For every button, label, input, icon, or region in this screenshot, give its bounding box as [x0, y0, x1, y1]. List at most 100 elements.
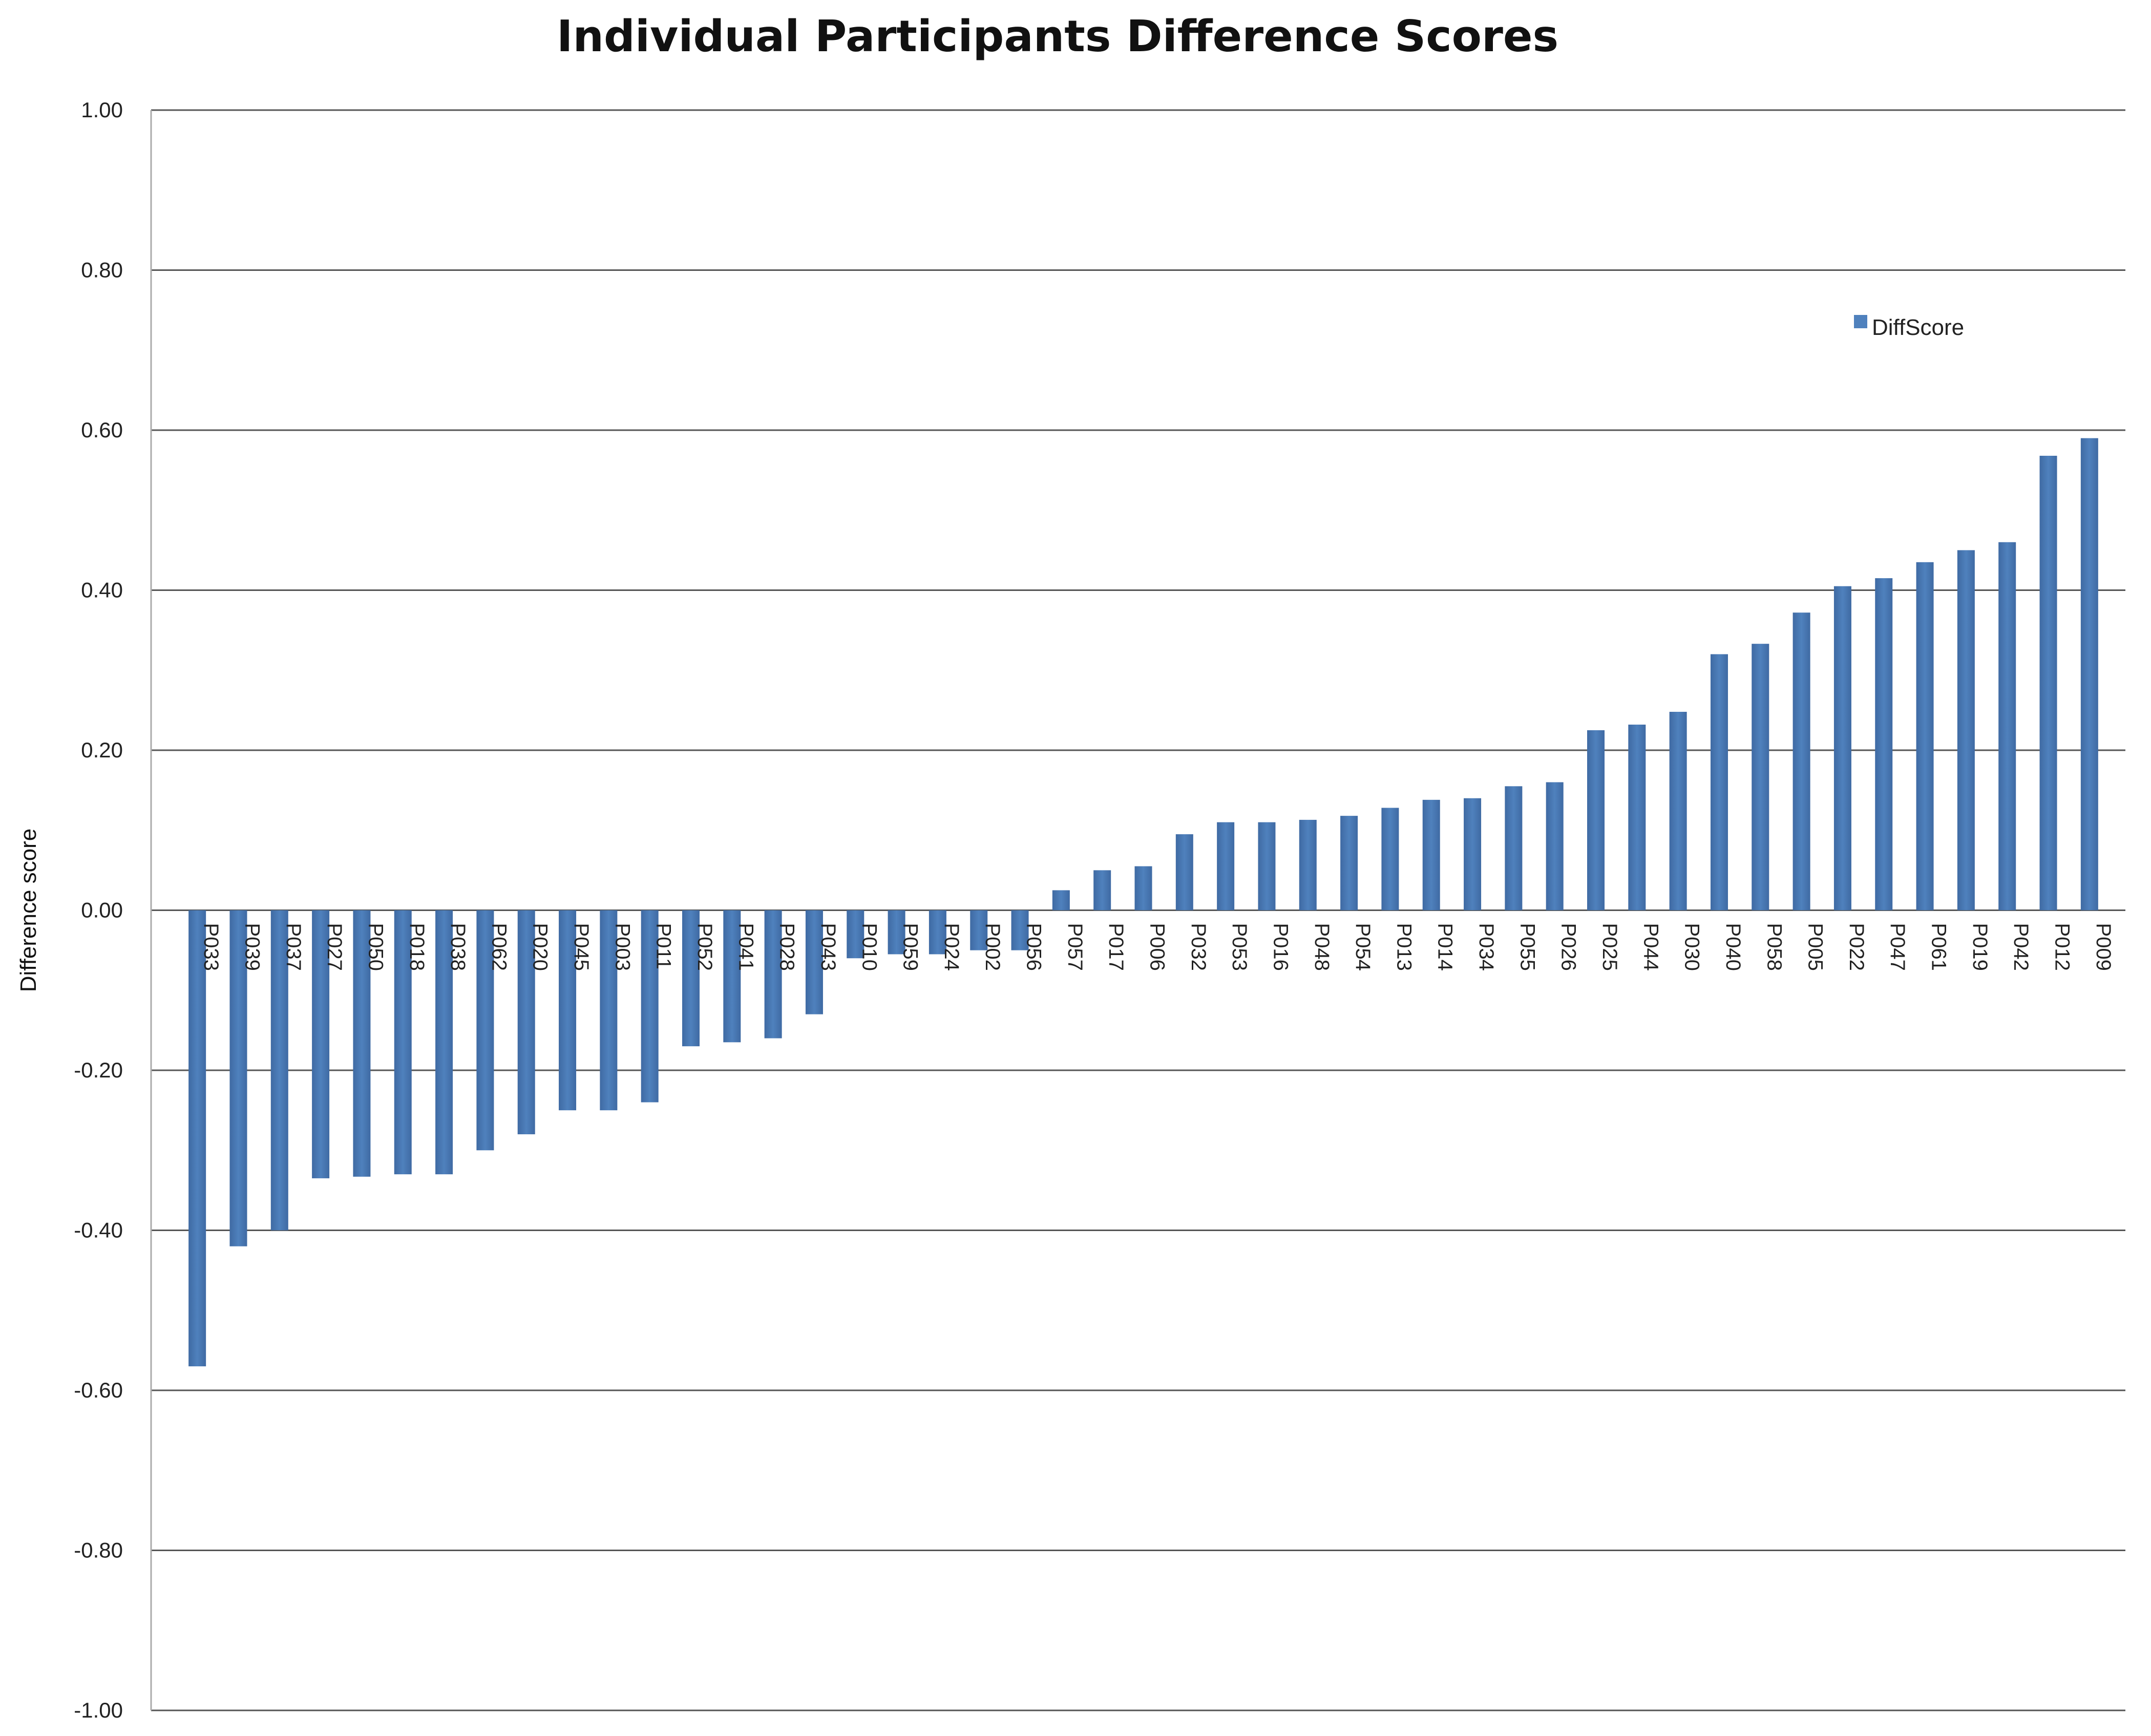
bar-p033 — [188, 910, 206, 1367]
bar-p024 — [929, 910, 946, 955]
bar-p034 — [1464, 798, 1482, 911]
x-tick-label: P012 — [2051, 923, 2074, 971]
bar-p045 — [559, 910, 577, 1111]
bar-p030 — [1669, 712, 1687, 911]
bar-p043 — [805, 910, 823, 1014]
x-tick-label: P039 — [241, 923, 263, 971]
y-tick-label: 0.40 — [81, 578, 123, 602]
bar-p016 — [1258, 822, 1276, 911]
bar-p009 — [2080, 438, 2098, 911]
x-tick-label: P005 — [1804, 923, 1827, 971]
x-tick-label: P016 — [1269, 923, 1292, 971]
x-tick-label: P043 — [817, 923, 839, 971]
y-axis-label: Difference score — [16, 829, 41, 992]
x-tick-label: P002 — [981, 923, 1004, 971]
x-tick-label: P055 — [1516, 923, 1538, 971]
legend-swatch — [1854, 315, 1867, 328]
x-tick-label: P047 — [1886, 923, 1909, 971]
bar-p014 — [1422, 799, 1440, 911]
x-tick-label: P033 — [200, 923, 222, 971]
x-tick-label: P045 — [570, 923, 593, 971]
bar-p048 — [1299, 819, 1317, 911]
bar-p011 — [641, 910, 659, 1103]
bar-p032 — [1175, 834, 1193, 911]
x-tick-label: P003 — [611, 923, 634, 971]
bar-p026 — [1546, 782, 1564, 911]
bar-p041 — [723, 910, 741, 1043]
x-tick-label: P009 — [2092, 923, 2115, 971]
x-tick-label: P041 — [734, 923, 757, 971]
bar-p010 — [847, 910, 864, 959]
x-tick-label: P042 — [2010, 923, 2032, 971]
x-tick-label: P006 — [1146, 923, 1169, 971]
bar-p047 — [1875, 578, 1893, 911]
bar-p027 — [312, 910, 330, 1178]
x-tick-label: P025 — [1598, 923, 1621, 971]
x-tick-label: P018 — [406, 923, 428, 971]
x-tick-label: P053 — [1228, 923, 1251, 971]
x-tick-label: P014 — [1434, 923, 1457, 971]
x-tick-label: P037 — [282, 923, 305, 971]
x-tick-label: P058 — [1763, 923, 1785, 971]
x-tick-label: P040 — [1722, 923, 1744, 971]
x-tick-label: P034 — [1475, 923, 1498, 971]
bar-p050 — [353, 910, 371, 1177]
y-tick-label: -0.40 — [74, 1218, 123, 1242]
x-tick-label: P028 — [776, 923, 798, 971]
bar-p028 — [764, 910, 782, 1039]
x-tick-label: P054 — [1352, 923, 1374, 971]
x-tick-label: P020 — [529, 923, 552, 971]
x-tick-label: P048 — [1311, 923, 1333, 971]
y-tick-label: 0.00 — [81, 898, 123, 922]
bar-p054 — [1340, 816, 1358, 911]
y-tick-label: 0.60 — [81, 418, 123, 442]
bar-p003 — [600, 910, 618, 1111]
bar-p002 — [970, 910, 988, 950]
legend-label-diffscore: DiffScore — [1872, 315, 1964, 340]
y-tick-label: -0.60 — [74, 1378, 123, 1402]
x-tick-label: P050 — [364, 923, 387, 971]
bar-p013 — [1381, 808, 1399, 911]
x-tick-label: P017 — [1105, 923, 1127, 971]
y-tick-label: -1.00 — [74, 1698, 123, 1722]
bar-p038 — [435, 910, 453, 1175]
x-tick-label: P027 — [323, 923, 346, 971]
x-tick-labels: P033 P039 P037 P027 P050 P018 P038 P062 P020 P045… — [200, 923, 2115, 971]
y-tick-label: 0.80 — [81, 258, 123, 282]
bar-p052 — [682, 910, 700, 1047]
x-tick-label: P010 — [858, 923, 880, 971]
x-tick-label: P062 — [488, 923, 510, 971]
x-tick-label: P059 — [899, 923, 922, 971]
bar-p020 — [517, 910, 535, 1134]
y-tick-label: 1.00 — [81, 98, 123, 122]
x-tick-label: P030 — [1681, 923, 1703, 971]
bar-p018 — [394, 910, 412, 1175]
y-tick-label: 0.20 — [81, 738, 123, 762]
y-tick-labels: 1.00 0.80 0.60 0.40 0.20 0.00 -0.20 -0.40 -0.60 -… — [74, 98, 123, 1722]
bar-p040 — [1710, 654, 1728, 911]
bars — [188, 438, 2098, 1367]
bar-p042 — [1998, 542, 2016, 911]
bar-p019 — [1957, 550, 1975, 911]
x-tick-label: P032 — [1187, 923, 1210, 971]
x-tick-label: P024 — [940, 923, 963, 971]
x-tick-label: P038 — [447, 923, 469, 971]
bar-p057 — [1052, 890, 1070, 911]
bar-p017 — [1093, 870, 1111, 911]
bar-p022 — [1833, 586, 1851, 911]
bar-p062 — [476, 910, 494, 1151]
bar-p012 — [2039, 456, 2057, 911]
x-tick-label: P013 — [1393, 923, 1415, 971]
x-tick-label: P061 — [1928, 923, 1950, 971]
bar-p061 — [1916, 562, 1934, 911]
y-tick-label: -0.80 — [74, 1538, 123, 1562]
bar-p059 — [888, 910, 905, 955]
bar-p037 — [270, 910, 288, 1231]
legend: DiffScore — [1854, 315, 1964, 340]
bar-p039 — [229, 910, 247, 1246]
x-tick-label: P056 — [1023, 923, 1045, 971]
bar-p058 — [1752, 644, 1769, 911]
chart-title: Individual Participants Difference Score… — [557, 11, 1558, 62]
bar-p006 — [1134, 866, 1152, 911]
